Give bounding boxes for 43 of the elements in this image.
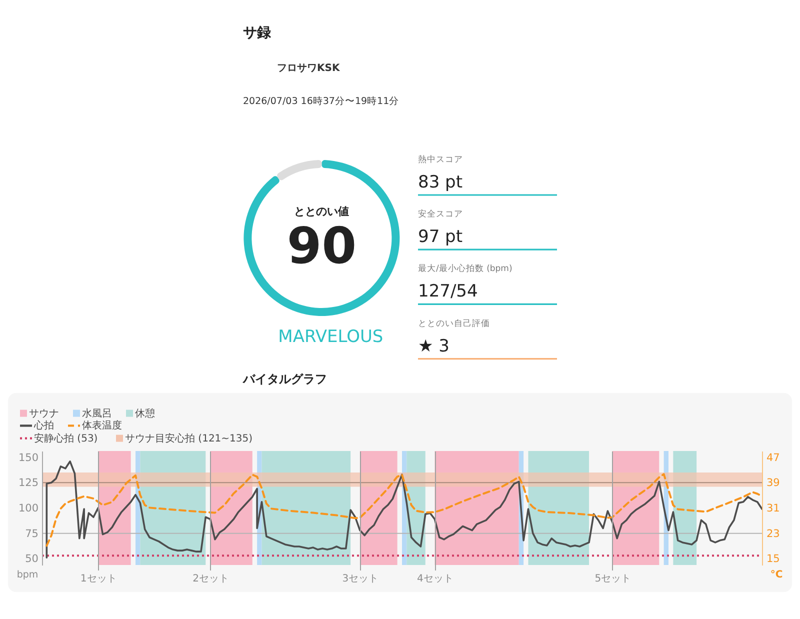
chart-title: バイタルグラフ [242,372,327,386]
legend-label: 心拍 [33,420,54,432]
text: 2026/07/03 16時37分〜19時11分 [243,95,400,107]
category-label: 熱中スコア [418,154,463,165]
y-tick-label: 75 [25,528,38,540]
text: サ録 [243,25,272,41]
y2-tick-label: 47 [766,452,780,464]
line-series [46,473,763,547]
legend-label: 体表温度 [82,420,122,432]
text: MARVELOUS [278,327,384,347]
y-tick-label: 100 [18,502,38,514]
y2-tick-label: 23 [766,528,780,540]
y2-axis-title: °C [770,570,783,580]
y-tick-label: 150 [18,452,38,464]
legend-label: 休憩 [135,407,155,420]
y-axis-title: bpm [16,570,38,580]
x-tick-label: 4セット [417,574,454,584]
category-label: 最大/最小心拍数 (bpm) [418,263,512,274]
text: ★ 3 [418,336,450,356]
line-series [46,460,763,559]
text: 83 pt [418,172,462,192]
donut-slice [277,160,322,180]
x-tick-label: 3セット [342,574,379,584]
category-label: 安全スコア [418,208,463,220]
text: 127/54 [418,282,478,302]
data-label: 90 [286,217,356,275]
category-label: ととのい自己評価 [418,318,490,329]
y2-tick-label: 15 [766,553,780,566]
text: 97 pt [418,227,462,248]
legend-label: 安静心拍 (53) [34,432,98,444]
legend-label: サウナ [29,408,59,420]
y-tick-label: 125 [18,477,38,490]
y2-tick-label: 39 [766,477,780,490]
legend-label: 水風呂 [82,407,112,420]
text: ととのい値 [294,205,350,218]
x-tick-label: 5セット [594,574,632,584]
legend-label: サウナ目安心拍 (121~135) [125,432,253,444]
y-tick-label: 50 [25,553,38,566]
x-tick-label: 1セット [80,574,117,584]
donut-slice [244,160,400,316]
x-tick-label: 2セット [192,574,229,584]
y2-tick-label: 31 [766,502,780,514]
text: フロサワKSK [277,63,341,74]
